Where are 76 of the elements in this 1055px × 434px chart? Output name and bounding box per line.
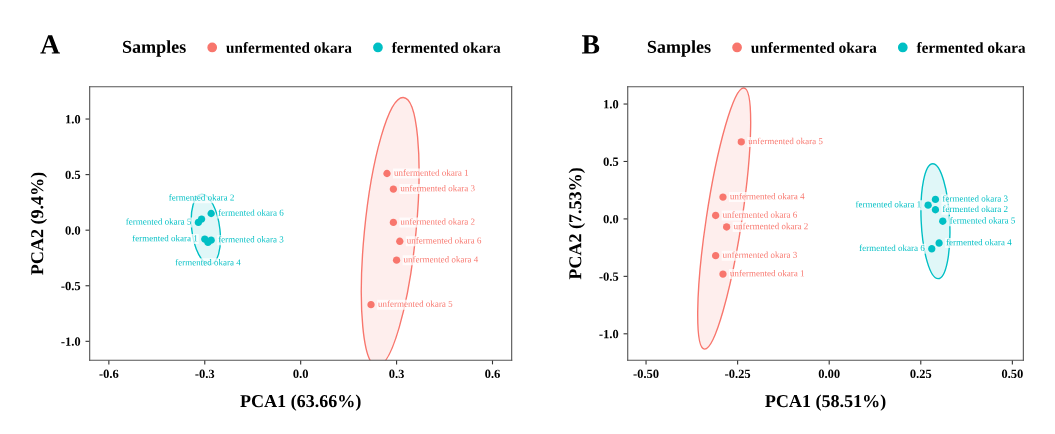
point xyxy=(931,195,940,204)
point xyxy=(719,193,727,201)
y-tick-label: 0.5 xyxy=(603,157,619,166)
point xyxy=(711,252,720,260)
x-tick-label: 0.0 xyxy=(293,369,309,379)
y-tick-label: 0.0 xyxy=(603,214,619,224)
point xyxy=(207,209,215,218)
annotation: unfermented okara 4 xyxy=(403,256,479,263)
x-tick-label: 0.50 xyxy=(1001,369,1023,379)
y-axis-title: PCA2 (7.53%) xyxy=(568,168,586,280)
annotation: fermented okara 1 xyxy=(132,234,198,242)
legend-title: Samples xyxy=(122,40,186,57)
legend-title: Samples xyxy=(647,40,711,57)
point xyxy=(939,217,947,225)
point xyxy=(737,138,745,146)
annotation: unfermented okara 3 xyxy=(400,184,475,192)
annotation: unfermented okara 2 xyxy=(733,222,808,230)
point xyxy=(194,218,203,227)
annotation: unfermented okara 1 xyxy=(394,169,469,176)
annotation: unfermented okara 5 xyxy=(748,137,823,145)
annotation: unfermented okara 4 xyxy=(730,192,805,200)
legend-label: fermented okara xyxy=(391,42,501,53)
annotation: fermented okara 4 xyxy=(946,238,1012,246)
annotation: fermented okara 5 xyxy=(949,217,1016,224)
x-tick-label: -0.6 xyxy=(99,369,119,379)
x-tick-label: -0.50 xyxy=(633,369,659,379)
annotation: fermented okara 2 xyxy=(942,205,1008,212)
annotation: fermented okara 6 xyxy=(859,244,925,252)
x-tick-label: -0.3 xyxy=(195,369,215,379)
annotation: fermented okara 3 xyxy=(942,195,1008,202)
y-tick-label: -0.5 xyxy=(61,281,81,291)
point xyxy=(928,245,936,253)
annotation: fermented okara 4 xyxy=(175,258,241,266)
y-tick-label: 0.0 xyxy=(65,226,81,235)
annotation: unfermented okara 3 xyxy=(722,251,797,258)
point xyxy=(711,211,720,220)
x-tick-label: 0.6 xyxy=(485,369,500,379)
y-tick-label: -1.0 xyxy=(61,337,81,346)
point xyxy=(396,237,404,245)
point xyxy=(931,206,940,214)
x-tick-label: -0.25 xyxy=(725,369,751,379)
point xyxy=(924,201,932,209)
x-axis-title: PCA1 (63.66%) xyxy=(240,394,361,411)
annotation: unfermented okara 6 xyxy=(722,211,798,218)
annotation: unfermented okara 6 xyxy=(406,237,482,244)
annotation: fermented okara 2 xyxy=(169,194,234,201)
point xyxy=(389,218,398,227)
point xyxy=(392,256,401,264)
point xyxy=(383,169,391,178)
annotation: unfermented okara 1 xyxy=(730,269,805,277)
annotation: unfermented okara 5 xyxy=(378,300,453,307)
legend-label: unfermented okara xyxy=(226,42,352,53)
point xyxy=(935,239,943,247)
point xyxy=(719,270,727,278)
y-tick-label: 0.5 xyxy=(65,170,81,180)
annotation: fermented okara 5 xyxy=(126,218,192,225)
y-tick-label: -0.5 xyxy=(599,272,619,281)
y-axis-title: PCA2 (9.4%) xyxy=(30,172,47,275)
annotation: fermented okara 1 xyxy=(855,200,921,208)
x-tick-label: 0.00 xyxy=(818,369,840,379)
y-tick-label: 1.0 xyxy=(66,115,81,124)
y-tick-label: 1.0 xyxy=(604,100,619,109)
annotation: fermented okara 3 xyxy=(218,236,284,243)
x-tick-label: 0.3 xyxy=(389,369,404,379)
annotation: unfermented okara 2 xyxy=(400,218,475,225)
x-tick-label: 0.25 xyxy=(910,369,932,379)
x-axis-title: PCA1 (58.51%) xyxy=(765,394,886,411)
legend-label: fermented okara xyxy=(916,42,1026,53)
chart-title: A xyxy=(40,35,60,54)
point xyxy=(389,185,398,193)
chart-title: B xyxy=(581,35,600,54)
legend-label: unfermented okara xyxy=(751,42,877,53)
point xyxy=(722,223,731,231)
point xyxy=(367,300,375,309)
y-tick-label: -1.0 xyxy=(599,329,619,339)
annotation: fermented okara 6 xyxy=(218,209,284,216)
